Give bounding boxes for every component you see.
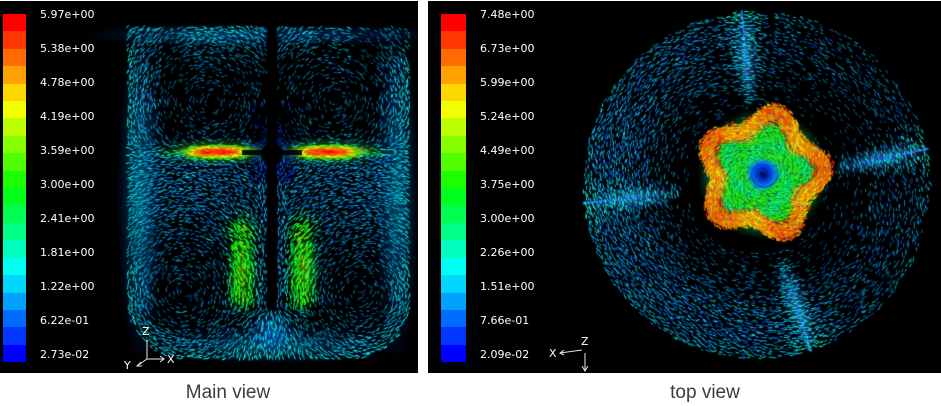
colorbar-band — [441, 118, 466, 136]
colorbar-band — [3, 309, 26, 328]
colorbar-band — [441, 222, 466, 241]
top-view-caption: top view — [670, 382, 740, 403]
colorbar-tick: 4.78e+00 — [40, 75, 95, 89]
colorbar-tick: 4.49e+00 — [480, 143, 535, 157]
colorbar-band — [3, 14, 26, 32]
colorbar-band — [3, 257, 26, 276]
main-view-caption: Main view — [185, 382, 271, 403]
colorbar-band — [441, 101, 466, 119]
main-axis-triad: Z X Y — [123, 325, 175, 370]
axis-label-y: Y — [123, 359, 131, 370]
colorbar-band — [3, 83, 26, 102]
colorbar-tick: 5.97e+00 — [40, 7, 95, 21]
colorbar-tick: 4.19e+00 — [40, 109, 95, 123]
colorbar-band — [441, 292, 466, 310]
colorbar-band — [3, 205, 26, 223]
colorbar-tick: 1.51e+00 — [480, 279, 535, 293]
colorbar-tick: 2.73e-02 — [40, 347, 90, 361]
axis-label-z: Z — [581, 335, 589, 348]
colorbar-tick: 5.24e+00 — [480, 109, 535, 123]
colorbar-band — [441, 275, 466, 293]
colorbar-band — [3, 118, 26, 136]
colorbar-band — [3, 135, 26, 154]
colorbar-band — [441, 31, 466, 49]
colorbar-tick: 1.22e+00 — [40, 279, 95, 293]
colorbar-band — [3, 344, 26, 363]
colorbar-band — [441, 188, 466, 206]
colorbar-tick: 1.81e+00 — [40, 245, 95, 259]
axis-label-x: X — [549, 347, 557, 360]
colorbar-tick: 3.00e+00 — [480, 211, 535, 225]
colorbar-band — [3, 48, 26, 67]
colorbar-band — [3, 240, 26, 258]
x-axis-arrow — [159, 355, 165, 363]
colorbar-band — [441, 66, 466, 84]
colorbar-band — [441, 309, 466, 328]
colorbar-tick: 2.41e+00 — [40, 211, 95, 225]
colorbar-band — [441, 14, 466, 32]
colorbar-tick: 5.99e+00 — [480, 75, 535, 89]
colorbar-tick: 3.59e+00 — [40, 143, 95, 157]
colorbar-band — [441, 327, 466, 345]
main-colorbar — [3, 14, 26, 363]
colorbar-band — [441, 257, 466, 276]
colorbar-band — [3, 292, 26, 310]
colorbar-band — [441, 153, 466, 171]
colorbar-band — [3, 222, 26, 241]
colorbar-band — [441, 205, 466, 223]
colorbar-tick: 3.75e+00 — [480, 177, 535, 191]
colorbar-band — [3, 31, 26, 49]
top-view-vector-plot — [428, 1, 941, 373]
axis-label-z: Z — [142, 325, 150, 338]
colorbar-band — [441, 170, 466, 189]
colorbar-band — [3, 188, 26, 206]
colorbar-band — [3, 327, 26, 345]
colorbar-band — [441, 135, 466, 154]
colorbar-band — [441, 344, 466, 363]
colorbar-band — [441, 83, 466, 102]
colorbar-band — [441, 240, 466, 258]
main-view-panel: 5.97e+00 5.38e+00 4.78e+00 4.19e+00 3.59e+00… — [0, 1, 418, 373]
colorbar-band — [441, 48, 466, 67]
colorbar-tick: 7.66e-01 — [480, 313, 530, 327]
colorbar-tick: 2.26e+00 — [480, 245, 535, 259]
main-view-vector-plot — [0, 1, 418, 373]
colorbar-tick: 5.38e+00 — [40, 41, 95, 55]
colorbar-tick: 2.09e-02 — [480, 347, 530, 361]
top-view-panel: 7.48e+00 6.73e+00 5.99e+00 5.24e+00 4.49e+00… — [428, 1, 941, 373]
colorbar-band — [3, 170, 26, 189]
colorbar-band — [3, 153, 26, 171]
y-axis-arrow — [135, 361, 142, 367]
x-axis-arrow — [559, 349, 565, 356]
colorbar-band — [3, 66, 26, 84]
axis-label-x: X — [167, 353, 175, 366]
colorbar-tick: 3.00e+00 — [40, 177, 95, 191]
colorbar-tick: 7.48e+00 — [480, 7, 535, 21]
colorbar-band — [3, 101, 26, 119]
top-colorbar — [441, 14, 466, 363]
z-axis-arrow — [581, 365, 589, 372]
colorbar-band — [3, 275, 26, 293]
colorbar-tick: 6.22e-01 — [40, 313, 90, 327]
top-axis-triad: X Z — [549, 335, 589, 372]
colorbar-tick: 6.73e+00 — [480, 41, 535, 55]
